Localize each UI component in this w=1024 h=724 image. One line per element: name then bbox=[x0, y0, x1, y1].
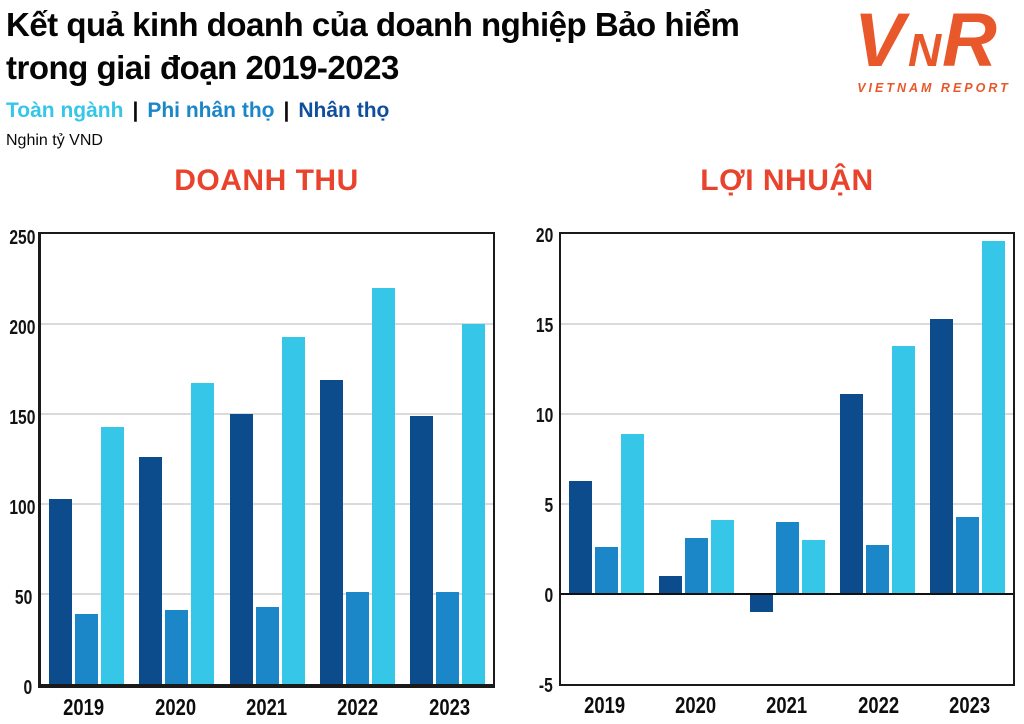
chart-doanh-thu-plot-area bbox=[38, 232, 495, 688]
bar-phi-nhan-tho-2021 bbox=[775, 522, 799, 594]
chart-doanh-thu: DOANH THU 0 50 100 150 200 250 2019 2020 2021 20… bbox=[2, 160, 495, 721]
y-tick-label: 15 bbox=[535, 315, 553, 337]
logo-letter-n: N bbox=[908, 24, 942, 76]
x-axis-label-2021: 2021 bbox=[246, 694, 287, 720]
bar-nhan-tho-2022 bbox=[839, 394, 863, 594]
bar-phi-nhan-tho-2020 bbox=[685, 538, 709, 594]
logo-caption: VIETNAM REPORT bbox=[857, 81, 1011, 95]
bar-toan-nganh-2019 bbox=[100, 426, 124, 684]
bar-phi-nhan-tho-2021 bbox=[255, 606, 279, 684]
gridline bbox=[41, 323, 493, 325]
bar-phi-nhan-tho-2022 bbox=[345, 592, 369, 684]
gridline bbox=[41, 593, 493, 595]
bar-toan-nganh-2019 bbox=[620, 433, 644, 594]
x-axis-label-2019: 2019 bbox=[63, 694, 105, 720]
chart-title-loi-nhuan: LỢI NHUẬN bbox=[700, 164, 874, 197]
chart-doanh-thu-x-axis: 2019 2020 2021 2022 2023 bbox=[38, 694, 495, 721]
page-title: Kết quả kinh doanh của doanh nghiệp Bảo … bbox=[6, 4, 866, 90]
y-tick-label: 0 bbox=[23, 677, 32, 699]
legend-item-toan-nganh: Toàn ngành bbox=[6, 98, 124, 122]
x-axis-label-2023: 2023 bbox=[428, 694, 470, 720]
gridline bbox=[41, 413, 493, 415]
chart-loi-nhuan-y-axis: -5 0 5 10 15 20 bbox=[529, 225, 559, 697]
gridline bbox=[561, 503, 1013, 505]
bar-toan-nganh-2020 bbox=[191, 383, 215, 684]
bar-toan-nganh-2023 bbox=[982, 241, 1006, 594]
logo-letter-v: V bbox=[854, 4, 910, 83]
x-axis-label-2020: 2020 bbox=[154, 694, 196, 720]
y-tick-label: 50 bbox=[14, 587, 32, 609]
legend-item-phi-nhan-tho: Phi nhân thọ bbox=[147, 98, 275, 122]
bar-nhan-tho-2023 bbox=[410, 415, 434, 684]
y-tick-label: 100 bbox=[9, 497, 36, 519]
chart-title-doanh-thu: DOANH THU bbox=[174, 164, 359, 197]
bar-phi-nhan-tho-2019 bbox=[74, 613, 98, 684]
bar-nhan-tho-2022 bbox=[319, 379, 343, 684]
bar-phi-nhan-tho-2023 bbox=[956, 516, 980, 594]
chart-loi-nhuan-plot-wrap: -5 0 5 10 15 20 bbox=[529, 225, 1015, 697]
y-tick-label: 20 bbox=[535, 225, 553, 247]
zero-axis-line bbox=[561, 593, 1013, 595]
bar-phi-nhan-tho-2022 bbox=[865, 545, 889, 594]
y-tick-label: 5 bbox=[544, 495, 553, 517]
bar-phi-nhan-tho-2019 bbox=[594, 547, 618, 594]
logo-letter-r: R bbox=[942, 4, 997, 83]
legend-item-nhan-tho: Nhân thọ bbox=[298, 98, 390, 122]
gridline bbox=[561, 323, 1013, 325]
x-axis-label-2023: 2023 bbox=[948, 692, 990, 718]
x-axis-label-2020: 2020 bbox=[675, 692, 717, 718]
chart-loi-nhuan: LỢI NHUẬN -5 0 5 10 15 20 2019 2020 2021 2022 202… bbox=[529, 160, 1015, 721]
legend-separator: | bbox=[283, 98, 290, 122]
chart-doanh-thu-y-axis: 0 50 100 150 200 250 bbox=[2, 227, 38, 699]
bar-toan-nganh-2021 bbox=[281, 336, 305, 684]
chart-loi-nhuan-plot-area bbox=[559, 232, 1015, 686]
bar-nhan-tho-2020 bbox=[139, 457, 163, 684]
gridline bbox=[561, 413, 1013, 415]
x-axis-label-2021: 2021 bbox=[766, 692, 808, 718]
y-tick-label: 0 bbox=[544, 585, 553, 607]
vnr-logo: V N R VIETNAM REPORT bbox=[852, 0, 1016, 104]
y-tick-label: 200 bbox=[9, 317, 36, 339]
header: Kết quả kinh doanh của doanh nghiệp Bảo … bbox=[6, 4, 866, 150]
bar-nhan-tho-2019 bbox=[568, 480, 592, 594]
bar-nhan-tho-2023 bbox=[930, 318, 954, 594]
y-tick-label: 150 bbox=[9, 407, 36, 429]
bar-nhan-tho-2020 bbox=[659, 576, 683, 594]
y-tick-label: -5 bbox=[539, 675, 553, 697]
x-axis-label-2019: 2019 bbox=[584, 692, 626, 718]
bar-toan-nganh-2023 bbox=[462, 324, 486, 684]
chart-doanh-thu-plot-wrap: 0 50 100 150 200 250 bbox=[2, 227, 495, 699]
bar-toan-nganh-2022 bbox=[891, 345, 915, 594]
bar-toan-nganh-2020 bbox=[711, 520, 735, 594]
bar-nhan-tho-2019 bbox=[48, 498, 72, 684]
page-title-line2: trong giai đoạn 2019-2023 bbox=[6, 48, 399, 86]
bar-toan-nganh-2021 bbox=[801, 540, 825, 594]
gridline bbox=[41, 503, 493, 505]
page-title-line1: Kết quả kinh doanh của doanh nghiệp Bảo … bbox=[6, 6, 740, 43]
x-axis-label-2022: 2022 bbox=[857, 692, 899, 718]
bar-nhan-tho-2021 bbox=[749, 594, 773, 612]
y-tick-label: 10 bbox=[535, 405, 553, 427]
axis-unit-label: Nghin tỷ VND bbox=[6, 131, 103, 149]
bar-nhan-tho-2021 bbox=[229, 414, 253, 684]
bar-toan-nganh-2022 bbox=[371, 288, 395, 684]
bar-phi-nhan-tho-2020 bbox=[165, 610, 189, 684]
legend: Toàn ngành | Phi nhân thọ | Nhân thọ bbox=[6, 99, 866, 123]
bar-phi-nhan-tho-2023 bbox=[436, 592, 460, 684]
vnr-logo-icon: V N R VIETNAM REPORT bbox=[854, 0, 1011, 95]
chart-loi-nhuan-x-axis: 2019 2020 2021 2022 2023 bbox=[559, 692, 1015, 719]
charts-row: DOANH THU 0 50 100 150 200 250 2019 2020 2021 20… bbox=[2, 160, 1015, 721]
y-tick-label: 250 bbox=[9, 227, 36, 249]
legend-separator: | bbox=[132, 98, 139, 122]
x-axis-label-2022: 2022 bbox=[337, 694, 379, 720]
